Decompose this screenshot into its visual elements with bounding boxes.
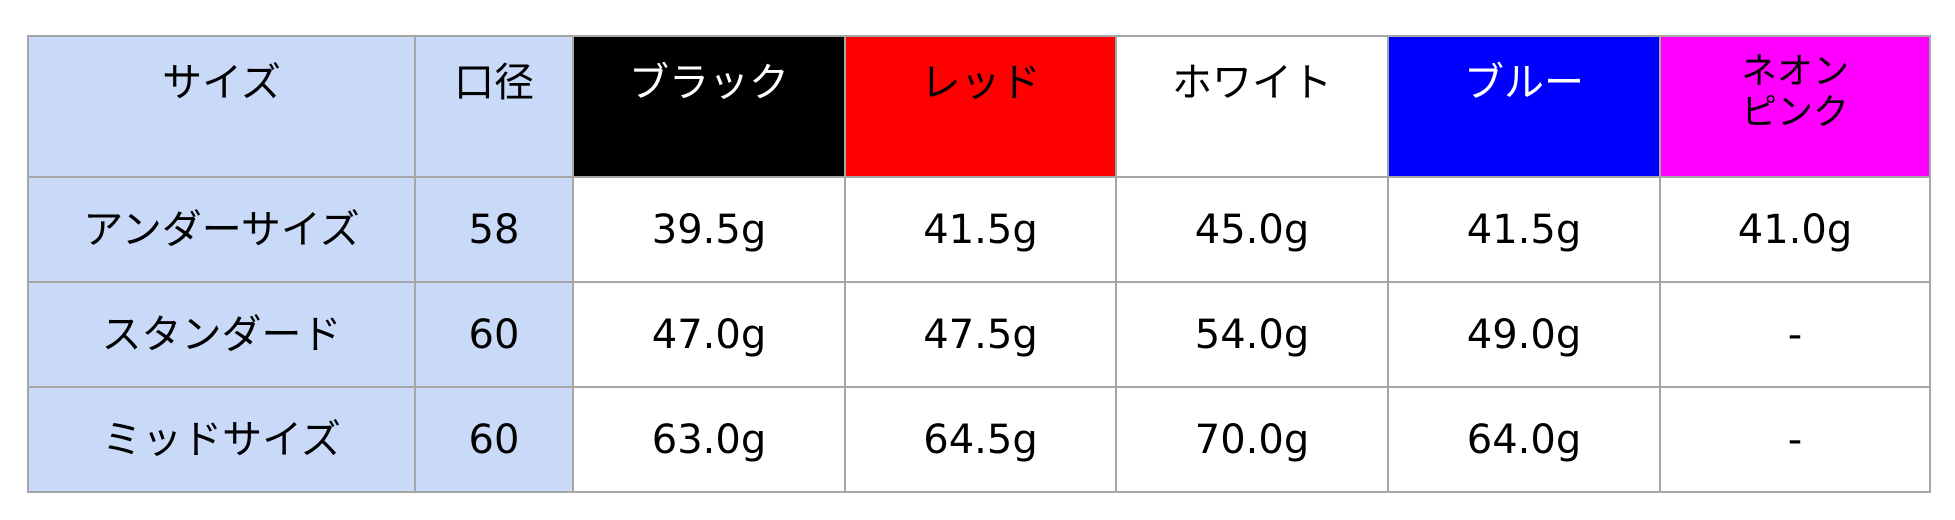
weight-cell: 49.0g [1387,281,1661,388]
weight-cell: - [1659,386,1931,493]
diameter-cell: 60 [414,281,574,388]
weight-cell: 64.0g [1387,386,1661,493]
header-cell: レッド [844,35,1117,178]
diameter-cell: 60 [414,386,574,493]
weight-cell: 54.0g [1115,281,1389,388]
weight-cell: 47.5g [844,281,1117,388]
weight-cell: - [1659,281,1931,388]
weight-cell: 41.5g [1387,176,1661,283]
header-cell: ネオン ピンク [1659,35,1931,178]
size-cell: アンダーサイズ [27,176,416,283]
table-row: ミッドサイズ 60 63.0g 64.5g 70.0g 64.0g - [27,386,1931,493]
header-cell: 口径 [414,35,574,178]
weight-cell: 47.0g [572,281,846,388]
size-cell: スタンダード [27,281,416,388]
weight-table: サイズ 口径 ブラック レッド ホワイト ブルー ネオン ピンク アンダーサイズ 58 39.5… [27,35,1931,493]
header-cell: ブラック [572,35,846,178]
header-cell: ホワイト [1115,35,1389,178]
header-cell: サイズ [27,35,416,178]
table-row: スタンダード 60 47.0g 47.5g 54.0g 49.0g - [27,281,1931,388]
weight-cell: 45.0g [1115,176,1389,283]
diameter-cell: 58 [414,176,574,283]
weight-cell: 41.0g [1659,176,1931,283]
weight-cell: 41.5g [844,176,1117,283]
weight-cell: 63.0g [572,386,846,493]
table-row: アンダーサイズ 58 39.5g 41.5g 45.0g 41.5g 41.0g [27,176,1931,283]
header-cell: ブルー [1387,35,1661,178]
weight-cell: 64.5g [844,386,1117,493]
weight-cell: 70.0g [1115,386,1389,493]
size-cell: ミッドサイズ [27,386,416,493]
header-row: サイズ 口径 ブラック レッド ホワイト ブルー ネオン ピンク [27,35,1931,178]
weight-cell: 39.5g [572,176,846,283]
